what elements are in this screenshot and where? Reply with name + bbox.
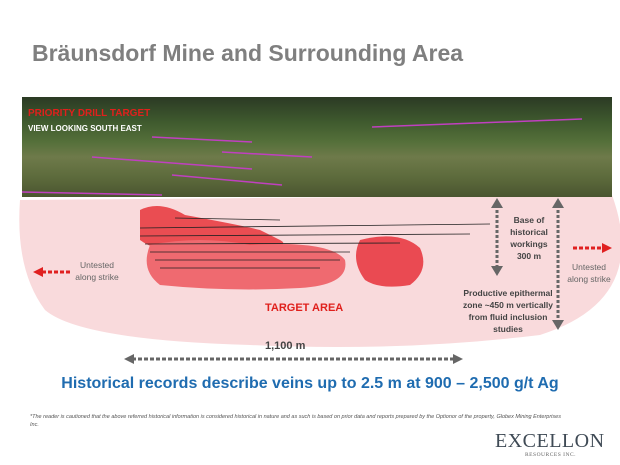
footnote: *The reader is cautioned that the above … (30, 414, 561, 428)
aerial-photo (22, 97, 612, 197)
vein-blob (146, 240, 346, 290)
right-red-arrow (573, 243, 612, 253)
view-direction-label: VIEW LOOKING SOUTH EAST (28, 124, 142, 133)
company-logo: EXCELLON (495, 430, 605, 452)
distance-arrow (124, 354, 463, 364)
headline: Historical records describe veins up to … (61, 375, 559, 392)
left-red-arrow (33, 267, 72, 277)
page-title: Bräunsdorf Mine and Surrounding Area (32, 40, 464, 66)
vein-blob (140, 206, 284, 252)
distance-label: 1,100 m (265, 340, 306, 352)
company-logo-sub: RESOURCES INC. (525, 452, 577, 458)
vertical-arrow-450m (552, 198, 564, 330)
untested-right-label: Untested along strike (567, 262, 611, 284)
vein-traces-overlay (22, 118, 583, 196)
base-workings-label: Base of historical workings 300 m (510, 215, 548, 261)
untested-left-label: Untested along strike (75, 260, 119, 282)
vertical-arrow-300m (491, 198, 503, 276)
productive-zone-label: Productive epithermal zone ~450 m vertic… (462, 288, 553, 334)
drill-traces (139, 217, 491, 269)
target-area-label: TARGET AREA (265, 302, 344, 314)
priority-drill-target-label: PRIORITY DRILL TARGET (28, 108, 151, 119)
vein-blob (356, 236, 424, 287)
